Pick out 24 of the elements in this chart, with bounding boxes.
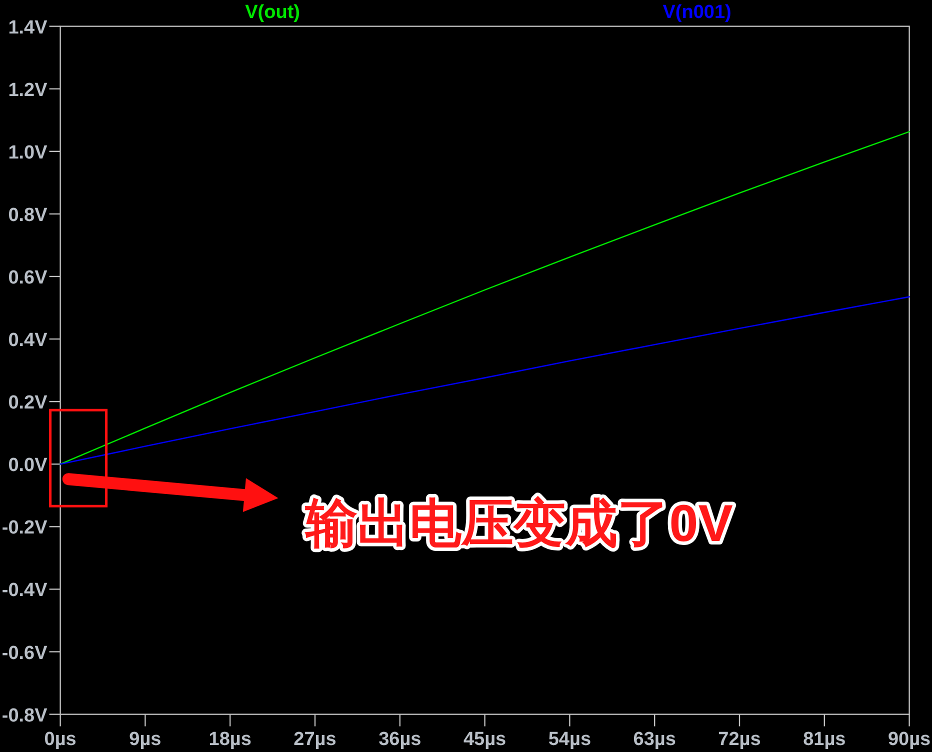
x-tick-label: 81µs <box>803 729 846 750</box>
x-tick-label: 45µs <box>463 729 506 750</box>
x-tick-label: 72µs <box>718 729 761 750</box>
y-tick-label: -0.8V <box>2 705 48 726</box>
y-tick-label: 0.4V <box>8 330 48 352</box>
y-tick-label: 1.0V <box>8 142 48 164</box>
x-tick-label: 27µs <box>294 729 336 750</box>
y-tick-label: -0.6V <box>2 642 48 664</box>
y-tick-label: 0.0V <box>8 455 48 476</box>
y-tick-label: 0.2V <box>8 392 48 414</box>
y-tick-label: 0.6V <box>8 267 48 288</box>
x-tick-label: 36µs <box>378 729 422 750</box>
y-tick-label: 1.2V <box>8 80 48 101</box>
x-tick-label: 63µs <box>633 729 676 750</box>
y-tick-label: -0.4V <box>2 580 48 602</box>
x-tick-label: 0µs <box>44 729 76 750</box>
y-tick-label: 1.4V <box>8 17 48 38</box>
x-tick-label: 18µs <box>208 729 252 750</box>
y-tick-label: 0.8V <box>8 204 48 226</box>
annotation: 输出电压变成了0V <box>305 495 733 554</box>
x-tick-label: 54µs <box>548 729 592 750</box>
x-tick-label: 90µs <box>888 729 931 750</box>
x-tick-label: 9µs <box>129 729 162 750</box>
y-tick-label: -0.2V <box>2 518 48 539</box>
